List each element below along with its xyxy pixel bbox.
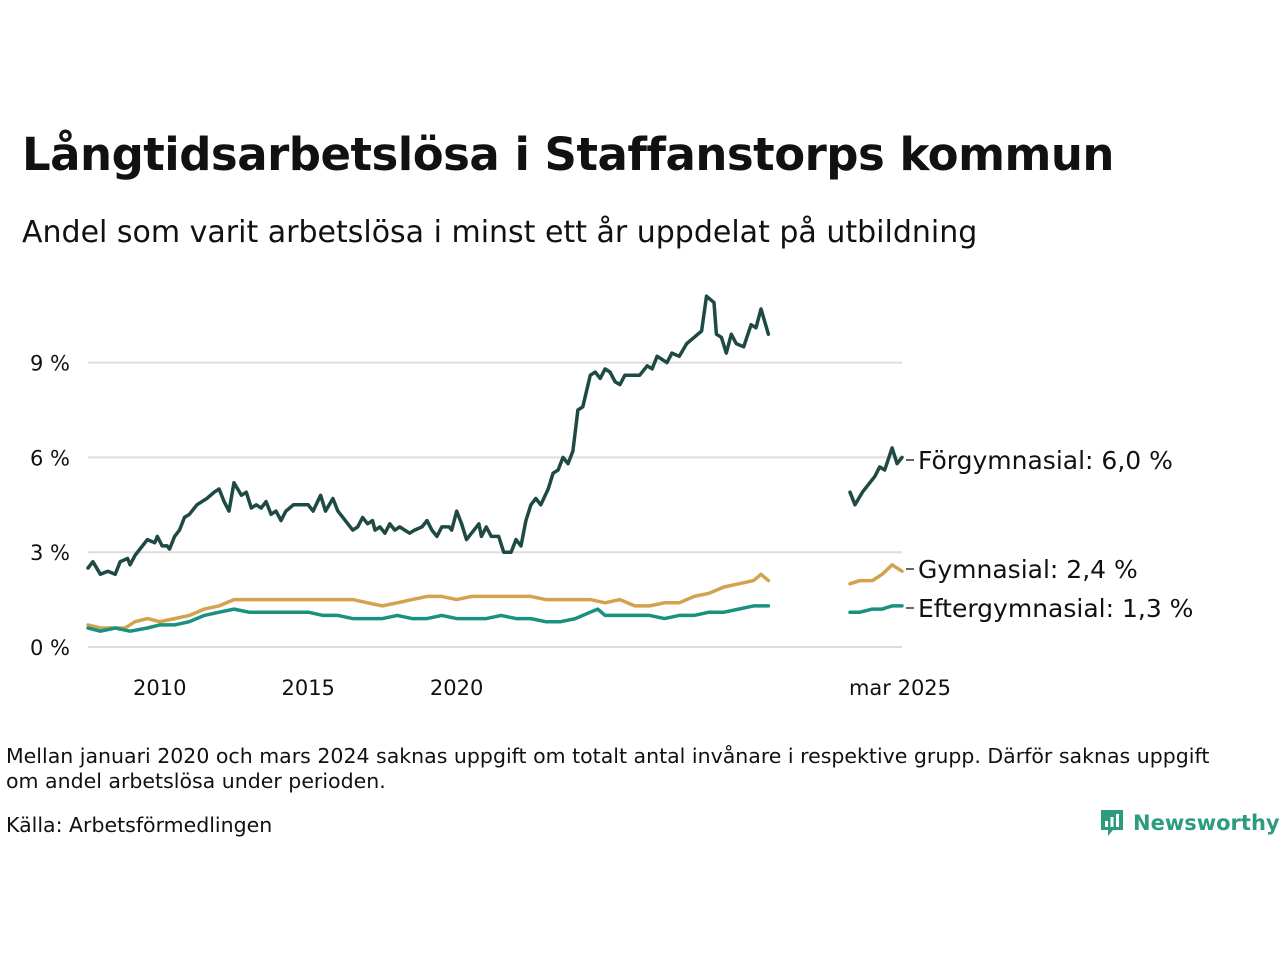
series-end-label: Gymnasial: 2,4 % <box>918 555 1138 584</box>
chart-subtitle: Andel som varit arbetslösa i minst ett å… <box>22 215 978 250</box>
footnote: Mellan januari 2020 och mars 2024 saknas… <box>6 744 1210 793</box>
logo-text: Newsworthy <box>1133 811 1280 835</box>
series-end-labels: Förgymnasial: 6,0 % Gymnasial: 2,4 % Efter… <box>906 446 1193 623</box>
chart-title: Långtidsarbetslösa i Staffanstorps kommu… <box>22 128 1114 181</box>
y-tick-label: 0 % <box>30 636 70 660</box>
series-line-gymnasial <box>848 563 904 586</box>
y-tick-label: 3 % <box>30 541 70 565</box>
x-tick-label: 2010 <box>133 676 186 700</box>
y-tick-label: 9 % <box>30 352 70 376</box>
series-line-gymnasial <box>86 572 771 630</box>
bar-chart-icon <box>1101 810 1123 836</box>
line-chart: 0 % 3 % 6 % 9 % 2010 2015 2020 mar 2025 Förgym… <box>30 294 1193 700</box>
series-lines <box>86 294 904 633</box>
x-tick-label: mar 2025 <box>849 676 951 700</box>
x-tick-label: 2015 <box>281 676 334 700</box>
series-end-label: Eftergymnasial: 1,3 % <box>918 594 1193 623</box>
x-axis-ticks: 2010 2015 2020 mar 2025 <box>133 676 951 700</box>
newsworthy-logo: Newsworthy <box>1099 808 1280 838</box>
series-line-förgymnasial <box>86 294 771 577</box>
source-text: Källa: Arbetsförmedlingen <box>6 813 273 837</box>
series-line-eftergymnasial <box>848 604 904 614</box>
series-end-label: Förgymnasial: 6,0 % <box>918 446 1173 475</box>
gridlines <box>88 361 902 648</box>
y-axis-ticks: 0 % 3 % 6 % 9 % <box>30 352 70 660</box>
series-line-förgymnasial <box>848 446 904 507</box>
y-tick-label: 6 % <box>30 446 70 470</box>
series-line-eftergymnasial <box>86 604 771 633</box>
x-tick-label: 2020 <box>430 676 483 700</box>
